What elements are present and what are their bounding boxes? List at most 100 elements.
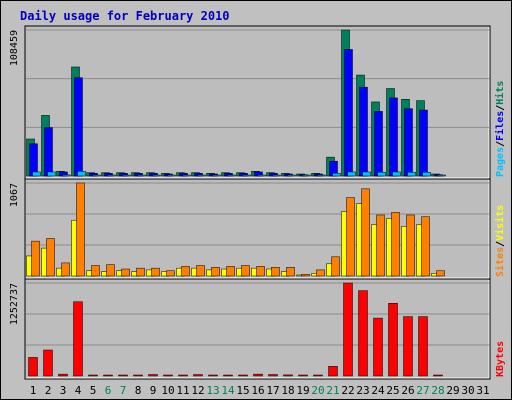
panel-legend: Pages/Files/Hits: [494, 81, 506, 177]
bar-kbytes-day-24: [373, 317, 383, 377]
bar-kbytes-day-15: [238, 374, 248, 377]
series-files: [29, 49, 443, 177]
bar-sites-day-23: [361, 188, 370, 277]
bar-sites-day-12: [196, 265, 205, 277]
bar-pages-day-24: [377, 171, 386, 177]
legend-entry: Files: [494, 111, 506, 141]
bar-sites-day-25: [391, 212, 400, 277]
x-tick-label: 19: [296, 384, 309, 397]
bar-pages-day-8: [137, 174, 146, 177]
bar-sites-day-3: [61, 262, 70, 277]
legend-entry: Visits: [494, 205, 506, 241]
bar-files-day-4: [74, 77, 83, 177]
bar-sites-day-17: [271, 267, 280, 277]
series-kbytes: [28, 282, 443, 377]
bar-sites-day-9: [151, 267, 160, 277]
x-tick-label: 10: [161, 384, 174, 397]
panel-max-label: 108459: [9, 30, 20, 66]
bar-sites-day-13: [211, 267, 220, 277]
legend-entry: KBytes: [495, 341, 506, 377]
bar-pages-day-20: [317, 174, 326, 177]
bar-kbytes-day-19: [298, 374, 308, 377]
x-tick-label: 21: [326, 384, 339, 397]
bar-files-day-1: [29, 143, 38, 177]
bar-kbytes-day-9: [148, 374, 158, 377]
bar-kbytes-day-13: [208, 374, 218, 377]
series-pages: [32, 171, 446, 177]
bar-files-day-24: [374, 111, 383, 177]
bar-kbytes-day-17: [268, 374, 278, 377]
x-tick-label: 20: [311, 384, 324, 397]
panel-sites-visits: 1067 Sites/Visits: [9, 178, 506, 280]
bar-kbytes-day-4: [73, 301, 83, 377]
panel-max-label: 1252737: [9, 283, 20, 325]
x-tick-label: 22: [341, 384, 354, 397]
bar-kbytes-day-16: [253, 373, 263, 377]
x-tick-label: 16: [251, 384, 264, 397]
x-tick-label: 17: [266, 384, 279, 397]
bar-pages-day-28: [437, 174, 446, 177]
bar-pages-day-11: [182, 174, 191, 177]
panel-max-label: 1067: [9, 183, 20, 207]
bar-kbytes-day-28: [433, 374, 443, 377]
x-tick-label: 24: [371, 384, 385, 397]
bar-pages-day-19: [302, 174, 311, 177]
bar-pages-day-13: [212, 174, 221, 177]
bar-pages-day-2: [47, 171, 56, 177]
x-tick-label: 11: [176, 384, 189, 397]
bar-pages-day-5: [92, 174, 101, 177]
bar-pages-day-15: [242, 174, 251, 177]
bar-files-day-27: [419, 109, 428, 177]
bar-kbytes-day-7: [118, 374, 128, 377]
bar-kbytes-day-25: [388, 302, 398, 377]
bar-sites-day-2: [46, 238, 55, 277]
x-tick-label: 18: [281, 384, 294, 397]
bar-pages-day-21: [332, 173, 341, 177]
x-tick-label: 6: [105, 384, 112, 397]
bar-pages-day-7: [122, 174, 131, 177]
bar-sites-day-20: [316, 269, 325, 277]
legend-entry: /: [495, 141, 506, 147]
bar-sites-day-24: [376, 214, 385, 277]
x-tick-label: 31: [476, 384, 489, 397]
legend-entry: /: [495, 241, 506, 247]
bar-kbytes-day-2: [43, 349, 53, 377]
bar-pages-day-12: [197, 174, 206, 177]
x-tick-label: 12: [191, 384, 204, 397]
bar-pages-day-22: [347, 171, 356, 177]
bar-sites-day-8: [136, 267, 145, 277]
bar-kbytes-day-20: [313, 374, 323, 377]
bar-kbytes-day-12: [193, 374, 203, 377]
x-tick-label: 15: [236, 384, 249, 397]
panel-legend: Sites/Visits: [494, 205, 506, 277]
panel-kbytes: 1252737 KBytes: [9, 278, 506, 380]
bar-sites-day-11: [181, 266, 190, 277]
bar-sites-day-28: [436, 270, 445, 277]
bar-kbytes-day-1: [28, 357, 38, 377]
bar-sites-day-15: [241, 265, 250, 277]
bar-pages-day-27: [422, 171, 431, 177]
x-tick-label: 23: [356, 384, 369, 397]
bar-kbytes-day-22: [343, 282, 353, 377]
bar-files-day-26: [404, 108, 413, 177]
bar-kbytes-day-3: [58, 373, 68, 377]
bar-sites-day-7: [121, 268, 130, 277]
bar-pages-day-25: [392, 171, 401, 177]
bar-sites-day-1: [31, 240, 40, 277]
bar-kbytes-day-8: [133, 374, 143, 377]
x-tick-label: 9: [150, 384, 157, 397]
bar-pages-day-17: [272, 174, 281, 177]
bar-sites-day-19: [301, 274, 310, 277]
bar-sites-day-21: [331, 256, 340, 277]
bar-kbytes-day-10: [163, 374, 173, 377]
bar-files-day-2: [44, 127, 53, 177]
bar-sites-day-5: [91, 265, 100, 277]
bar-sites-day-6: [106, 264, 115, 277]
bar-pages-day-18: [287, 174, 296, 177]
bar-pages-day-16: [257, 174, 266, 177]
bar-sites-day-27: [421, 216, 430, 277]
bar-kbytes-day-6: [103, 374, 113, 377]
x-tick-label: 25: [386, 384, 399, 397]
panel-hits-files-pages: 108459 Pages/Files/Hits: [9, 25, 506, 180]
